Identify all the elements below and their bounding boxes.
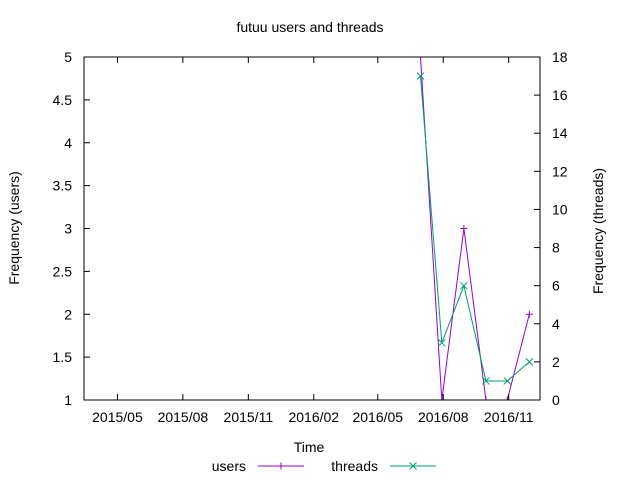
x-tick-label-5: 2016/08 — [418, 409, 469, 425]
x-tick-label-0: 2015/05 — [92, 409, 143, 425]
series-line-threads — [419, 76, 530, 382]
data-point-threads-3 — [482, 377, 490, 385]
legend-label-threads: threads — [331, 458, 378, 474]
legend-marker-users — [277, 462, 285, 470]
marker-d2 — [482, 377, 490, 385]
marker-d2 — [460, 281, 468, 290]
data-point-threads-0 — [416, 72, 425, 80]
legend-label-users: users — [212, 458, 246, 474]
legend-marker-threads — [409, 462, 417, 470]
x-tick-label-1: 2015/08 — [158, 409, 209, 425]
x-tick-label-4: 2016/05 — [352, 409, 403, 425]
plot-area — [416, 57, 534, 400]
data-point-users-3 — [482, 396, 490, 400]
y-right-tick-label-2: 4 — [552, 316, 560, 332]
marker-d2 — [503, 377, 512, 385]
y-left-tick-label-0: 1 — [64, 392, 72, 408]
y-left-tick-label-1: 1.5 — [53, 349, 73, 365]
x-tick-label-6: 2016/11 — [484, 409, 534, 425]
x-axis-label: Time — [294, 439, 325, 455]
y-left-tick-label-2: 2 — [64, 306, 72, 322]
data-point-users-0 — [416, 57, 424, 61]
data-point-users-1 — [438, 396, 446, 400]
y-right-tick-label-8: 16 — [552, 87, 568, 103]
data-point-users-5 — [525, 310, 533, 318]
y-axis-left-label: Frequency (users) — [6, 171, 22, 285]
marker-d2 — [525, 358, 534, 366]
y-left-tick-label-3: 2.5 — [53, 263, 73, 279]
y-right-tick-label-0: 0 — [552, 392, 560, 408]
data-point-threads-5 — [525, 358, 534, 366]
legend-marker-d2 — [409, 462, 417, 470]
y-left-tick-label-6: 4 — [64, 135, 72, 151]
marker-d2 — [437, 338, 446, 347]
legend: users threads — [212, 458, 436, 474]
y-right-tick-label-3: 6 — [552, 278, 560, 294]
series-group — [416, 57, 534, 400]
plot-frame — [83, 56, 541, 401]
y-right-tick-label-7: 14 — [552, 125, 568, 141]
y-right-tick-label-5: 10 — [552, 201, 568, 217]
y-right-tick-label-1: 2 — [552, 354, 560, 370]
y-left-tick-label-8: 5 — [64, 49, 72, 65]
marker-d2 — [416, 72, 425, 80]
y-right-tick-label-4: 8 — [552, 240, 560, 256]
chart-title: futuu users and threads — [236, 19, 383, 35]
y-left-tick-label-4: 3 — [64, 221, 72, 237]
y-axis-right-label: Frequency (threads) — [590, 168, 606, 294]
data-point-users-2 — [460, 225, 468, 232]
y-left-tick-label-7: 4.5 — [53, 92, 73, 108]
data-point-users-4 — [503, 396, 511, 400]
data-point-threads-4 — [503, 377, 512, 385]
series-line-users — [419, 57, 530, 400]
y-right-tick-label-9: 18 — [552, 49, 568, 65]
y-right-tick-label-6: 12 — [552, 163, 568, 179]
x-tick-label-3: 2016/02 — [288, 409, 339, 425]
y-left-tick-label-5: 3.5 — [53, 178, 73, 194]
axes: 1 1.5 2 2.5 3 3.5 4 4.5 5 0 2 4 6 8 10 12 14 16 18 2015/05 2… — [53, 49, 568, 425]
data-point-threads-1 — [437, 338, 446, 347]
data-point-threads-2 — [460, 281, 468, 290]
x-tick-label-2: 2015/11 — [224, 409, 274, 425]
